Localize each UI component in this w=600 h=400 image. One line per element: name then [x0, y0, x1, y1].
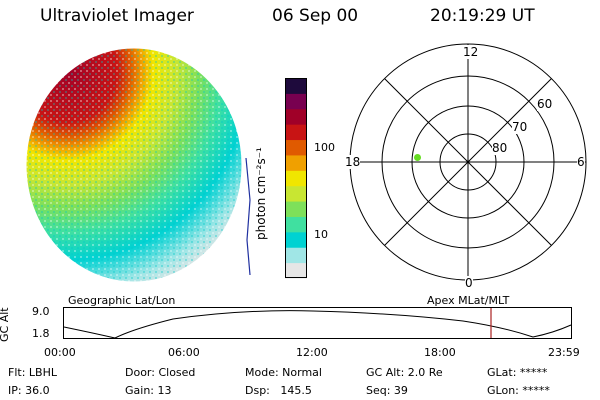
status-filter: Flt: LBHL	[8, 366, 57, 379]
colorbar-tick-100: 100	[314, 141, 335, 154]
colorbar-cell	[285, 93, 307, 110]
status-glon: GLon: *****	[487, 384, 550, 397]
auroral-image	[25, 47, 251, 283]
lat-label-80: 80	[492, 141, 508, 155]
mlt-label-0: 0	[465, 276, 473, 290]
spacecraft-position-marker	[414, 154, 421, 161]
status-dsp: Dsp: 145.5	[245, 384, 312, 397]
colorbar	[285, 78, 307, 279]
colorbar-tick-10: 10	[314, 228, 328, 241]
timeline-xtick-1200: 12:00	[296, 346, 328, 359]
lat-label-70: 70	[512, 120, 528, 134]
instrument-title: Ultraviolet Imager	[40, 6, 194, 26]
timeline-left-label: Geographic Lat/Lon	[68, 294, 176, 307]
status-gain: Gain: 13	[125, 384, 172, 397]
timeline-xtick-2359: 23:59	[548, 346, 580, 359]
status-glat: GLat: *****	[487, 366, 548, 379]
colorbar-cell	[285, 216, 307, 233]
colorbar-border	[285, 78, 307, 278]
colorbar-cell	[285, 262, 307, 279]
colorbar-cell	[285, 231, 307, 248]
timeline-xtick-1800: 18:00	[424, 346, 456, 359]
status-door: Door: Closed	[125, 366, 196, 379]
lat-label-60: 60	[537, 97, 553, 111]
colorbar-cell	[285, 247, 307, 264]
mlt-label-18: 18	[345, 155, 361, 169]
colorbar-cell	[285, 78, 307, 94]
timeline-xtick-0000: 00:00	[44, 346, 76, 359]
altitude-timeline	[63, 307, 572, 339]
mlt-label-12: 12	[463, 45, 479, 59]
colorbar-cell	[285, 108, 307, 125]
timeline-y-axis-label: GC Alt	[0, 307, 11, 342]
timeline-ytick-9: 9.0	[32, 305, 50, 318]
mlt-label-6: 6	[577, 155, 585, 169]
image-date: 06 Sep 00	[272, 6, 359, 26]
colorbar-cell	[285, 185, 307, 202]
colorbar-cell	[285, 124, 307, 141]
status-seq: Seq: 39	[366, 384, 408, 397]
colorbar-cell	[285, 139, 307, 156]
status-gc-alt: GC Alt: 2.0 Re	[366, 366, 443, 379]
status-ip: IP: 36.0	[8, 384, 50, 397]
timeline-xtick-0600: 06:00	[168, 346, 200, 359]
image-time: 20:19:29 UT	[430, 6, 535, 26]
timeline-right-label: Apex MLat/MLT	[427, 294, 510, 307]
polar-plot	[349, 43, 587, 281]
colorbar-cell	[285, 170, 307, 187]
status-mode: Mode: Normal	[245, 366, 322, 379]
colorbar-cell	[285, 201, 307, 217]
colorbar-unit-label: photon cm⁻²s⁻¹	[254, 147, 268, 240]
colorbar-cell	[285, 154, 307, 171]
timeline-ytick-1.8: 1.8	[32, 327, 50, 340]
